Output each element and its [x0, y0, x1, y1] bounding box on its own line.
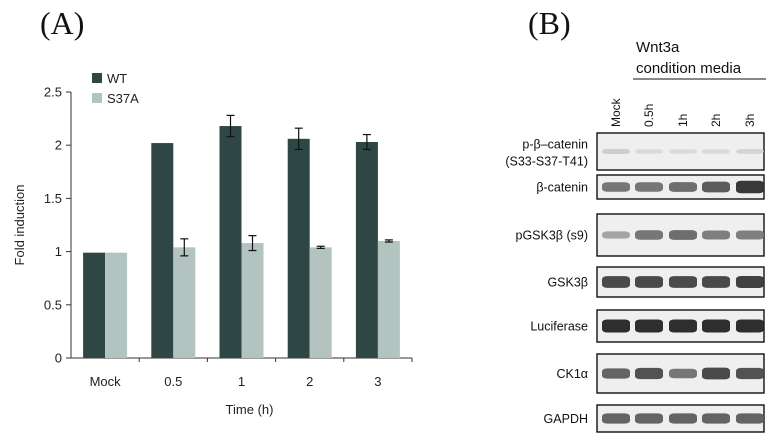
blot-band	[702, 413, 730, 424]
blot-band	[635, 319, 663, 333]
bar-wt	[287, 138, 310, 358]
blot-band	[602, 148, 630, 155]
blot-band	[736, 230, 764, 240]
blot-band	[602, 368, 630, 379]
bar-s37a	[377, 240, 400, 358]
blot-band	[602, 413, 630, 424]
treatment-label-line2: condition media	[636, 60, 742, 77]
blot-band	[702, 319, 730, 333]
x-tick-label: 1	[238, 374, 245, 389]
blot-band	[635, 149, 663, 154]
bar-s37a	[173, 247, 196, 358]
legend-swatch-s37a	[92, 93, 102, 103]
blot-band	[635, 367, 663, 380]
blot-band	[669, 319, 697, 333]
blot-band	[635, 413, 663, 424]
blot-band	[702, 230, 730, 240]
y-tick-label: 2	[55, 138, 62, 153]
lane-label: 1h	[676, 114, 690, 127]
blot-band	[602, 182, 630, 192]
legend-swatch-wt	[92, 73, 102, 83]
bar-s37a	[105, 252, 128, 358]
western-blot: Wnt3a condition media Mock 0.5h 1h 2h 3h p-β–ca…	[505, 39, 766, 433]
blot-band	[669, 276, 697, 288]
blot-band	[635, 182, 663, 192]
blot-band	[736, 149, 764, 154]
blot-band	[669, 413, 697, 424]
blot-band	[602, 276, 630, 288]
blot-band	[736, 367, 764, 380]
legend-label-wt: WT	[107, 71, 127, 86]
blot-band	[602, 231, 630, 239]
y-tick-label: 0.5	[44, 297, 62, 312]
blot-row-label: p-β–catenin	[522, 138, 588, 152]
blot-band	[702, 149, 730, 154]
bar-wt	[355, 142, 378, 358]
blot-row-label: pGSK3β (s9)	[516, 229, 589, 243]
bar-s37a	[241, 243, 264, 358]
y-tick-label: 2.5	[44, 85, 62, 100]
blot-row-label: GAPDH	[544, 412, 588, 426]
blot-row-label-line2: (S33-S37-T41)	[505, 155, 588, 169]
blot-band	[669, 149, 697, 154]
bar-wt	[151, 143, 174, 358]
panel-a-label: (A)	[40, 5, 85, 41]
blot-row-label: GSK3β	[547, 276, 588, 290]
panel-b-label: (B)	[528, 5, 571, 41]
y-axis-label: Fold induction	[12, 185, 27, 266]
lane-label: 2h	[709, 114, 723, 127]
blot-band	[736, 275, 764, 289]
blot-band	[669, 230, 697, 240]
blot-band	[736, 413, 764, 424]
blot-row-label: Luciferase	[530, 320, 588, 334]
blot-band	[669, 182, 697, 192]
legend-label-s37a: S37A	[107, 91, 139, 106]
blot-band	[635, 276, 663, 288]
lane-label: 3h	[743, 114, 757, 127]
y-tick-label: 1	[55, 244, 62, 259]
x-tick-label: 3	[374, 374, 381, 389]
x-tick-label: 2	[306, 374, 313, 389]
blot-band	[602, 319, 630, 333]
blot-row-label: CK1α	[556, 367, 588, 381]
treatment-label-line1: Wnt3a	[636, 39, 680, 56]
blot-band	[702, 367, 730, 380]
blot-band	[702, 276, 730, 288]
y-tick-label: 0	[55, 351, 62, 366]
blot-band	[736, 180, 764, 194]
blot-band	[736, 319, 764, 333]
y-tick-label: 1.5	[44, 191, 62, 206]
x-tick-label: Mock	[90, 374, 122, 389]
bar-wt	[83, 252, 106, 358]
blot-band	[669, 368, 697, 379]
x-tick-label: 0.5	[164, 374, 182, 389]
lane-label: 0.5h	[642, 104, 656, 127]
x-axis-label: Time (h)	[226, 402, 274, 417]
blot-row-label: β-catenin	[536, 181, 588, 195]
bar-chart: 0 0.5 1 1.5 2 2.5 Fold induction Mock 0.5 1 2 3 Time…	[12, 71, 413, 417]
lane-label: Mock	[609, 97, 623, 127]
blot-band	[635, 230, 663, 240]
bar-wt	[219, 126, 242, 358]
blot-band	[702, 181, 730, 193]
bar-s37a	[309, 247, 332, 358]
